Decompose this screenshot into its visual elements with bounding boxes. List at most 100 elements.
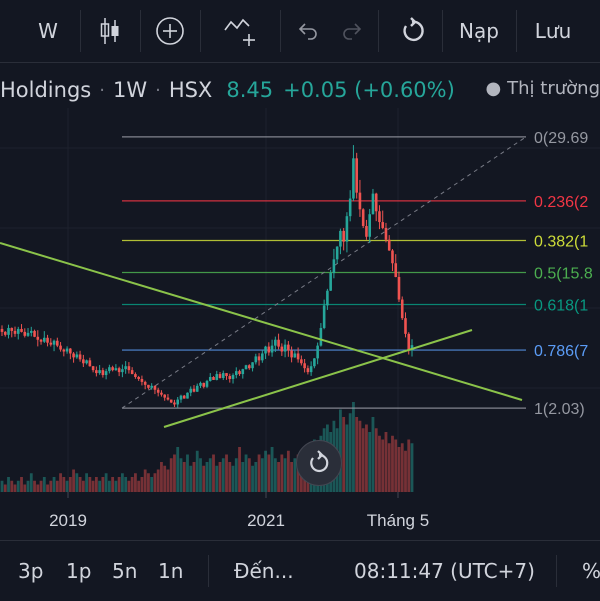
volume-bar [267,454,271,492]
volume-bar [140,477,144,492]
candle-body [400,299,404,319]
candle-body [221,373,225,378]
bottom-divider [556,555,557,587]
volume-bar [81,480,85,492]
range-label: 1n [158,559,184,583]
candle-body [384,227,388,240]
toolbar-divider [378,10,379,52]
candle-body [182,395,186,399]
candle-body [134,374,137,378]
candle-body [137,377,140,379]
clock-timezone[interactable]: 08:11:47 (UTC+7) [354,541,535,601]
volume-bar [72,469,75,492]
range-3p[interactable]: 3p [18,541,43,601]
fib-level-label: 0.236(2 [534,194,588,211]
candle-body [150,385,153,388]
toolbar-divider [80,10,81,52]
price-chart[interactable]: 0(29.69 0.236(2 0.382(1 0.5(15.8 0.618(1 0.78… [0,108,600,540]
add-button[interactable] [150,0,190,62]
load-label: Nạp [459,19,499,43]
candle-body [391,250,394,264]
volume-bar [101,477,105,492]
downtrend-line [0,242,523,401]
range-1n[interactable]: 1n [158,541,183,601]
candle-body [56,340,59,346]
toolbar-divider [516,10,517,52]
volume-bar [218,462,222,492]
volume-bar [202,465,206,492]
candle-body [195,385,199,392]
market-status[interactable]: ● Thị trường [485,78,600,99]
goto-date-button[interactable]: Đến... [234,541,294,601]
x-tick-label: Tháng 5 [367,511,429,530]
reload-icon [403,17,424,42]
volume-bar [117,477,121,492]
undo-button[interactable] [292,0,324,62]
candle-body [140,378,144,382]
volume-bar [368,432,372,492]
volume-bar [391,435,394,492]
volume-bar [339,409,342,492]
candle-body [199,382,202,386]
reload-button[interactable] [394,0,430,62]
candle-body [365,225,368,237]
volume-bar [192,462,196,492]
candle-body [215,374,219,380]
volume-bar [400,443,404,492]
candle-body [16,328,20,334]
volume-bar [260,458,264,492]
x-tick-label: 2021 [247,511,285,530]
volume-bar [98,480,102,492]
candle-body [88,360,92,367]
volume-bar [286,450,290,492]
volume-bar [378,435,381,492]
volume-bar [228,462,232,492]
interval-button[interactable]: W [28,0,68,62]
volume-bar [221,458,225,492]
volume-bar [254,462,258,492]
reset-chart-button[interactable] [296,440,342,486]
candle-body [111,367,114,371]
chart-type-button[interactable] [90,0,130,62]
volume-bar [42,477,46,492]
volume-bar [215,465,219,492]
fib-level-label: 0.5(15.8 [534,265,593,282]
volume-bar [394,439,398,492]
range-1p[interactable]: 1p [66,541,91,601]
candle-body [156,389,160,393]
candle-body [225,373,228,377]
candle-body [153,385,157,390]
legend-separator: · [155,79,161,101]
symbol-legend[interactable]: Holdings · 1W · HSX 8.45 +0.05 (+0.60%) [0,72,455,108]
candle-body [127,366,131,371]
volume-bar [166,469,170,492]
candle-body [59,345,62,350]
volume-bar [241,462,245,492]
candle-body [147,384,150,388]
redo-button[interactable] [336,0,368,62]
volume-bar [160,462,163,492]
volume-bar [127,480,131,492]
candle-body [251,362,254,369]
volume-bar [23,484,27,492]
indicators-button[interactable] [216,0,266,62]
candle-body [163,394,166,398]
volume-bar [182,462,186,492]
candle-body [82,359,85,364]
candle-body [290,350,293,358]
volume-bar [365,424,368,492]
candle-body [371,193,375,215]
range-5n[interactable]: 5n [112,541,137,601]
load-button[interactable]: Nạp [452,0,506,62]
volume-bar [78,477,82,492]
candle-body [335,246,339,260]
percent-toggle[interactable]: % [582,541,600,601]
candle-body [309,366,313,373]
volume-bar [374,428,378,492]
candle-body [130,370,134,375]
volume-bar [407,439,411,492]
volume-bar [205,462,209,492]
save-button[interactable]: Lưu [526,0,580,62]
volume-bar [59,473,62,492]
candle-body [114,368,118,371]
